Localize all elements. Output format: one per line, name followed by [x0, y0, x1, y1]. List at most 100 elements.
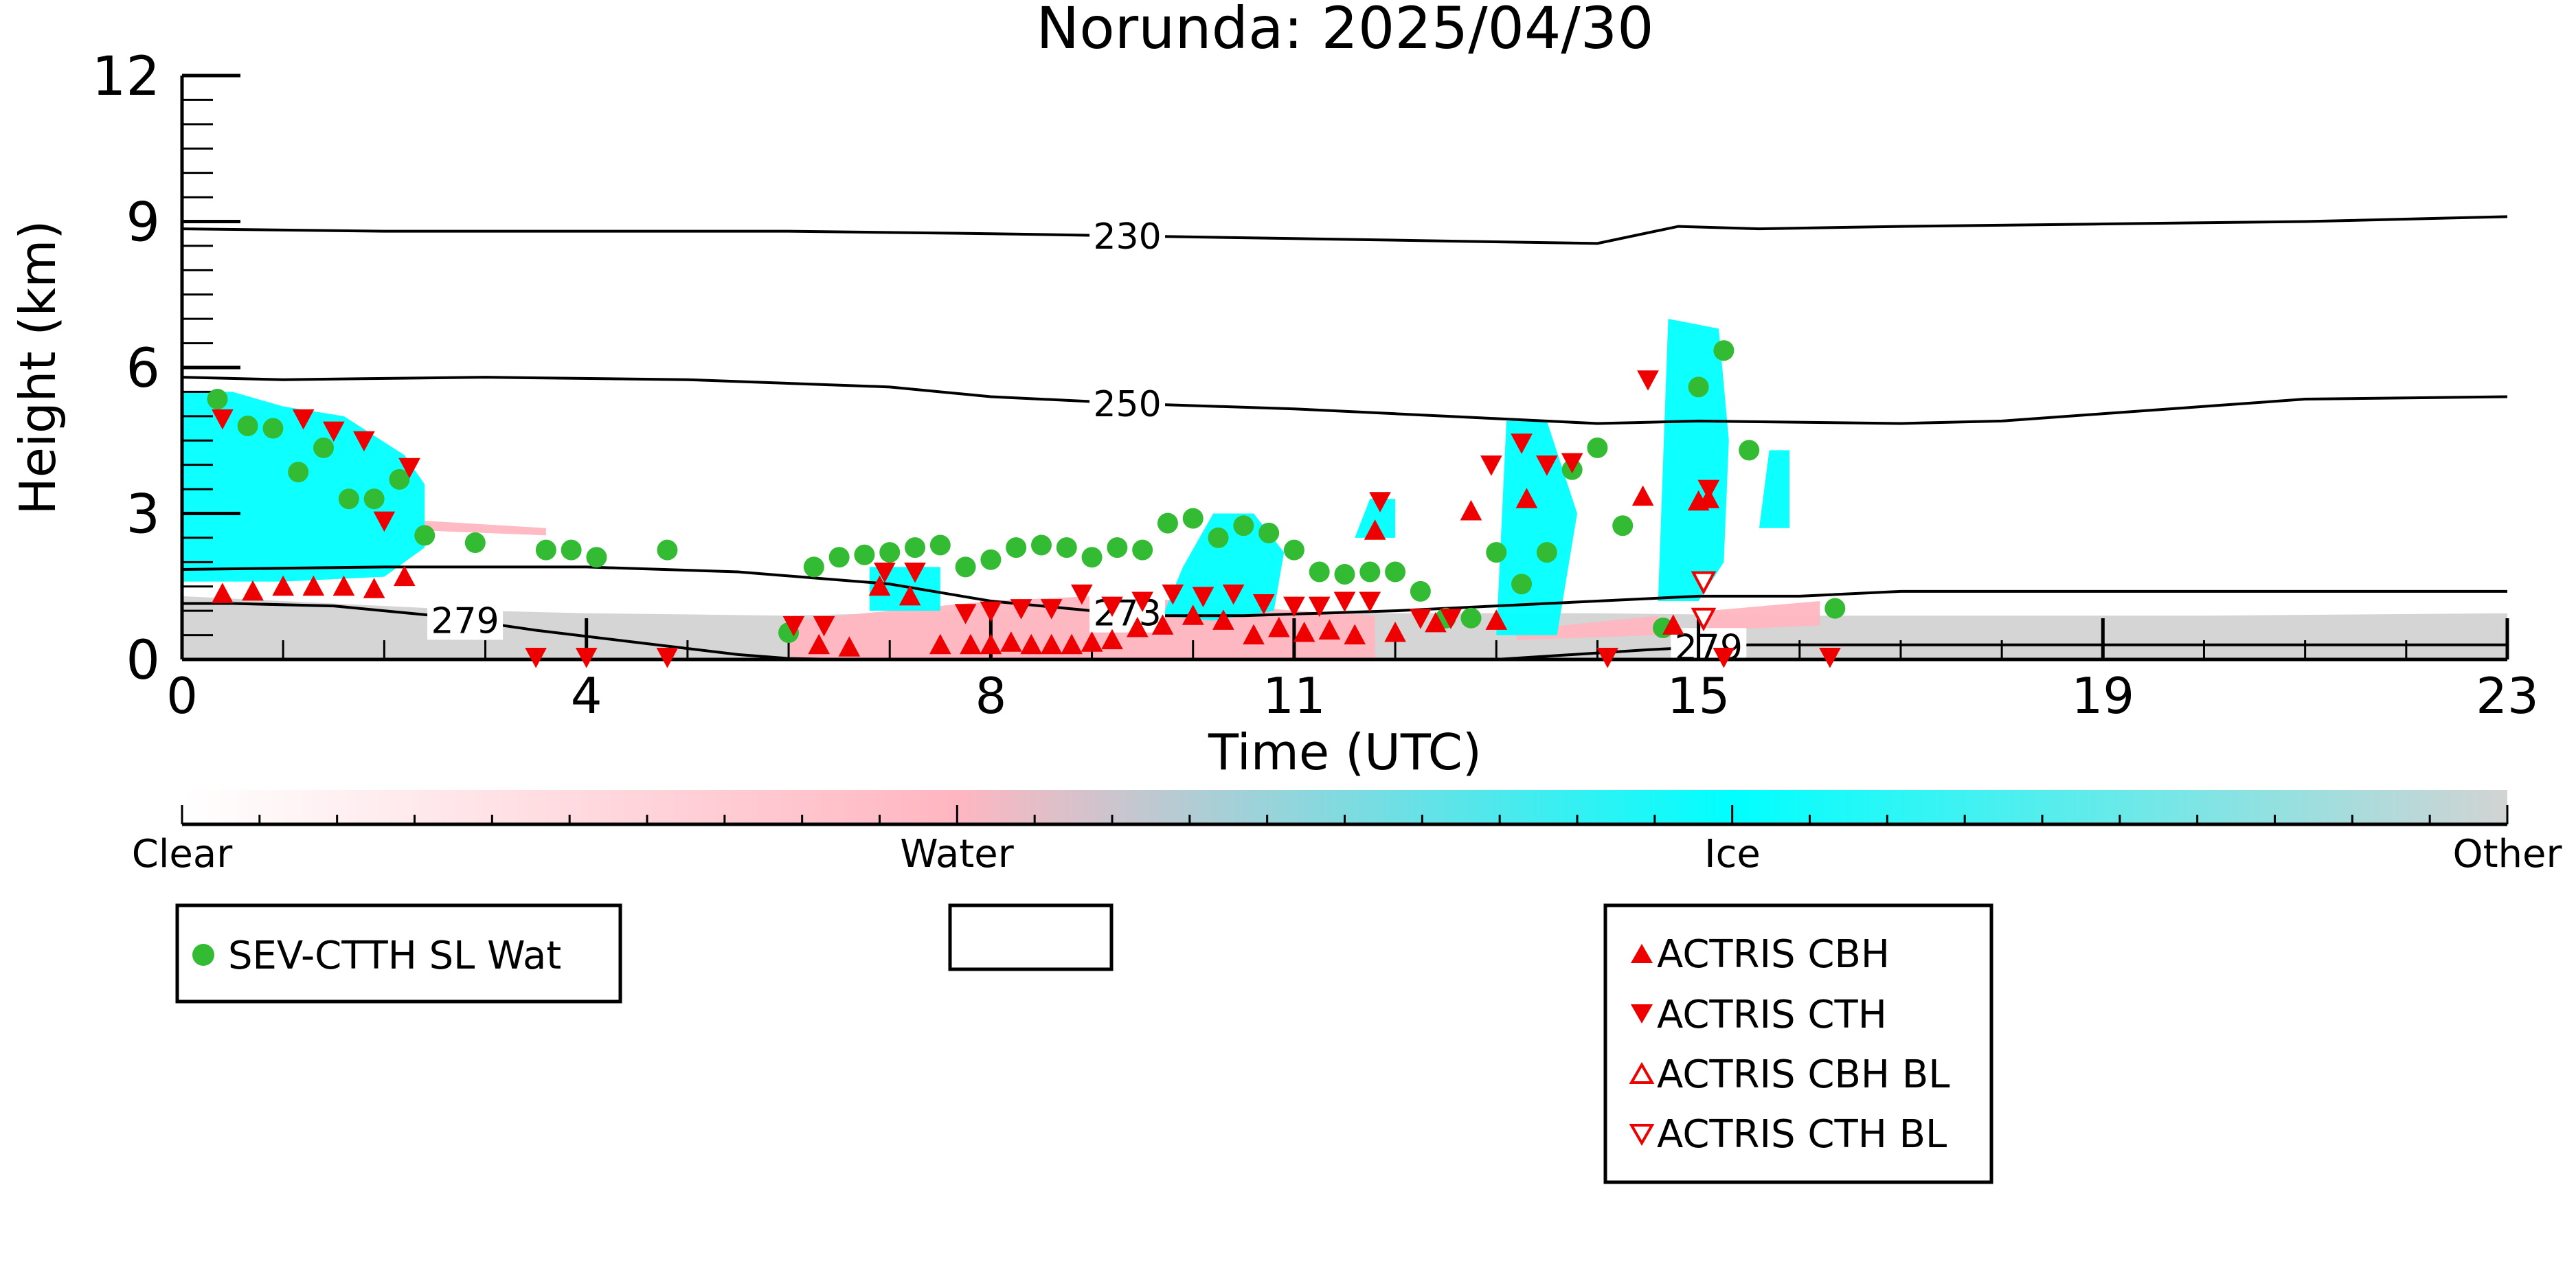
point-sev-ctth-sl-wat: [1233, 515, 1254, 536]
point-sev-ctth-sl-wat: [338, 488, 359, 510]
point-actris-cbh: [212, 583, 234, 603]
point-actris-cbh: [1126, 616, 1149, 637]
point-actris-cbh: [1268, 616, 1290, 637]
point-actris-cth: [1071, 584, 1093, 605]
y-tick-label: 12: [92, 46, 160, 108]
point-sev-ctth-sl-wat: [657, 539, 678, 561]
point-actris-cbh: [899, 585, 921, 606]
point-sev-ctth-sl-wat: [955, 556, 976, 578]
point-sev-ctth-sl-wat: [1713, 340, 1735, 361]
point-actris-cth: [1561, 453, 1583, 474]
point-actris-cbh: [332, 575, 355, 596]
legend-marker-sev-ctth: [192, 944, 214, 966]
point-actris-cth: [1713, 647, 1735, 668]
point-sev-ctth-sl-wat: [262, 418, 284, 439]
point-sev-ctth-sl-wat: [1410, 580, 1431, 602]
point-sev-ctth-sl-wat: [414, 525, 436, 546]
point-sev-ctth-sl-wat: [1536, 542, 1557, 563]
point-sev-ctth-sl-wat: [1081, 547, 1103, 568]
point-actris-cbh: [1425, 611, 1447, 633]
point-actris-cbh: [1243, 624, 1265, 645]
point-actris-cth: [292, 409, 315, 430]
legend-box: [1603, 903, 1993, 1184]
point-sev-ctth-sl-wat: [1334, 564, 1355, 585]
x-tick-label: 11: [1263, 667, 1326, 725]
contour-line-230: [181, 215, 2508, 245]
point-actris-cth: [1637, 370, 1659, 391]
point-sev-ctth-sl-wat: [1460, 607, 1482, 629]
legend-empty-box: [948, 903, 1114, 971]
legend-label-actris-cth-bl: ACTRIS CTH BL: [1657, 1112, 1947, 1157]
point-actris-cbh: [999, 631, 1022, 652]
point-sev-ctth-sl-wat: [1283, 539, 1304, 561]
point-actris-cbh: [1631, 485, 1654, 506]
point-actris-cth: [1252, 594, 1275, 615]
cloud-mask-patch: [1658, 319, 1729, 601]
contour-label-bg: [1089, 594, 1166, 633]
point-sev-ctth-sl-wat: [1385, 561, 1406, 583]
point-sev-ctth-sl-wat: [237, 416, 258, 436]
point-actris-cth: [874, 563, 896, 583]
point-actris-cbh: [1040, 633, 1063, 655]
point-sev-ctth-sl-wat: [1486, 542, 1507, 563]
point-sev-ctth-sl-wat: [1359, 561, 1381, 583]
legend-label-actris-cth: ACTRIS CTH: [1657, 993, 1887, 1037]
point-actris-cth: [373, 511, 396, 532]
point-actris-cth: [1536, 455, 1558, 476]
point-sev-ctth-sl-wat: [879, 542, 901, 563]
point-sev-ctth-sl-wat: [207, 389, 228, 410]
legend-label-sev-ctth: SEV-CTTH SL Wat: [228, 934, 561, 978]
point-actris-cth: [1480, 455, 1502, 476]
point-sev-ctth-sl-wat: [1056, 537, 1077, 558]
point-actris-cbh: [1293, 621, 1315, 642]
point-actris-cth: [1162, 584, 1184, 605]
point-actris-cbh: [838, 636, 861, 657]
point-actris-cth: [1101, 596, 1123, 618]
point-sev-ctth-sl-wat: [803, 556, 824, 578]
point-actris-cbh: [393, 565, 416, 587]
point-sev-ctth-sl-wat: [1824, 598, 1846, 619]
point-sev-ctth-sl-wat: [929, 534, 951, 556]
point-actris-cth: [575, 647, 598, 668]
point-actris-cth: [1369, 492, 1391, 512]
point-actris-cbh: [1182, 605, 1204, 625]
x-tick-label: 23: [2476, 667, 2539, 725]
point-actris-cth: [1308, 596, 1331, 618]
point-actris-cbh: [1081, 631, 1103, 652]
point-sev-ctth-sl-wat: [464, 532, 486, 553]
cloud-mask-patch: [1162, 513, 1285, 621]
y-axis-label: Height (km): [9, 221, 67, 515]
point-actris-cbh: [808, 633, 831, 655]
point-actris-cbh: [1061, 633, 1083, 655]
legend-marker-actris-cth: [1631, 1004, 1653, 1024]
point-actris-cbh: [929, 633, 951, 655]
point-actris-cbh: [1020, 633, 1043, 655]
point-actris-cth: [954, 604, 977, 624]
point-sev-ctth-sl-wat: [586, 547, 607, 568]
x-tick-label: 4: [571, 667, 602, 725]
point-actris-cth: [1440, 609, 1462, 629]
point-actris-cth: [1192, 587, 1214, 607]
point-actris-cbh: [1515, 488, 1538, 508]
point-actris-cth: [656, 647, 679, 668]
point-actris-cth: [1511, 433, 1533, 454]
legend-label-actris-cbh-bl: ACTRIS CBH BL: [1657, 1052, 1950, 1097]
point-actris-cth: [212, 409, 234, 430]
cloud-mask-patch: [425, 521, 546, 536]
point-actris-cbh: [980, 633, 1002, 655]
point-sev-ctth-sl-wat: [1182, 508, 1204, 529]
colorbar-label-clear: Clear: [132, 832, 233, 877]
point-sev-ctth-sl-wat: [1612, 515, 1634, 536]
point-sev-ctth-sl-wat: [1030, 534, 1052, 556]
legend-box: [175, 903, 622, 1004]
point-sev-ctth-sl-wat: [561, 539, 582, 561]
point-actris-cbh: [960, 633, 982, 655]
point-actris-cbh: [302, 575, 325, 596]
point-actris-cbh: [1318, 619, 1341, 640]
x-tick-label: 8: [975, 667, 1006, 725]
point-sev-ctth-sl-wat: [313, 437, 335, 458]
cloud-mask-patch: [1759, 450, 1790, 528]
colorbar-label-water: Water: [900, 832, 1015, 877]
point-actris-cbh: [1460, 499, 1482, 521]
